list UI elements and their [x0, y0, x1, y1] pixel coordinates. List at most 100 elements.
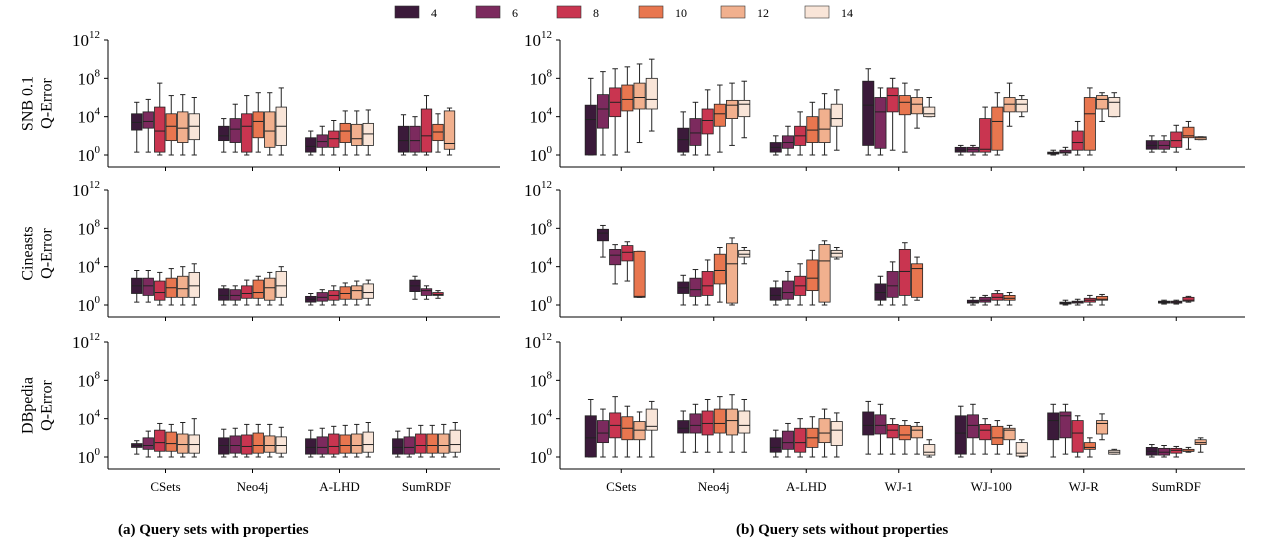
box-wj-100-6 [966, 414, 979, 439]
box-neo4j-12 [726, 408, 739, 436]
y-tick-label: 104 [78, 256, 101, 277]
box-a-lhd-12 [351, 433, 363, 454]
box-wj-1-6 [874, 414, 887, 435]
box-csets-4 [584, 104, 597, 156]
box-neo4j-4 [218, 125, 230, 142]
y-tick-label: 108 [78, 217, 101, 238]
box-csets-4 [596, 228, 609, 242]
box-a-lhd-10 [339, 122, 351, 143]
x-tick-label-a-lhd: A-LHD [319, 479, 359, 494]
box-a-lhd-4 [305, 438, 317, 455]
legend-label-6: 6 [512, 6, 518, 20]
box-a-lhd-10 [806, 259, 819, 292]
box-csets-4 [584, 415, 597, 458]
row-label-0: SNB 0.1 Q-Error [20, 76, 56, 131]
y-tick-label: 100 [530, 144, 553, 165]
box-wj-100-14 [1015, 442, 1028, 457]
box-neo4j-4 [218, 288, 230, 301]
legend-label-4: 4 [431, 6, 437, 20]
box-neo4j-8 [241, 434, 253, 455]
box-csets-6 [142, 437, 154, 450]
y-tick-label: 108 [78, 369, 101, 390]
box-sumrdf-8 [1170, 131, 1183, 148]
box-wj-1-10 [898, 424, 911, 441]
box-neo4j-12 [726, 99, 739, 119]
y-tick-label: 104 [530, 106, 553, 127]
y-tick-label: 100 [78, 446, 101, 467]
box-wj-r-10 [1083, 97, 1096, 151]
row-label-line: Cineasts [20, 226, 37, 280]
box-wj-r-8 [1071, 130, 1084, 151]
box-neo4j-6 [689, 413, 702, 434]
box-wj-r-8 [1071, 420, 1084, 453]
box-a-lhd-12 [818, 108, 831, 143]
box-a-lhd-4 [769, 437, 782, 453]
box-neo4j-8 [701, 108, 714, 135]
box-a-lhd-4 [769, 287, 782, 301]
row-label-line: Q-Error [39, 78, 56, 129]
box-wj-100-4 [954, 415, 967, 455]
box-wj-100-8 [979, 118, 992, 153]
x-tick-label-csets: CSets [150, 479, 180, 494]
box-a-lhd-12 [351, 285, 363, 300]
box-neo4j-8 [241, 113, 253, 153]
box-neo4j-10 [252, 279, 264, 299]
box-csets-8 [154, 429, 166, 452]
box-wj-100-8 [979, 424, 992, 441]
box-csets-12 [177, 111, 189, 143]
box-sumrdf-12 [443, 110, 456, 150]
box-a-lhd-14 [830, 103, 843, 127]
legend-label-10: 10 [675, 6, 687, 20]
box-neo4j-14 [738, 99, 751, 118]
box-neo4j-8 [241, 285, 253, 299]
box-wj-100-10 [991, 425, 1004, 445]
y-tick-label: 100 [530, 294, 553, 315]
box-wj-1-6 [874, 97, 887, 149]
row-label-line: Q-Error [39, 380, 56, 431]
box-csets-6 [596, 420, 609, 444]
box-a-lhd-6 [316, 436, 328, 455]
y-tick-label: 104 [78, 408, 101, 429]
box-neo4j-10 [713, 408, 726, 434]
box-wj-1-8 [886, 87, 899, 113]
y-tick-label: 108 [530, 217, 553, 238]
box-csets-12 [177, 275, 189, 298]
box-a-lhd-12 [818, 418, 831, 444]
box-csets-14 [645, 77, 658, 110]
y-tick-label: 1012 [524, 29, 552, 50]
box-neo4j-14 [275, 271, 287, 298]
box-wj-1-14 [923, 444, 936, 456]
box-csets-14 [188, 272, 200, 298]
box-csets-10 [621, 84, 634, 112]
y-tick-label: 108 [530, 67, 553, 88]
legend-swatch-6 [475, 5, 501, 19]
box-wj-r-14 [1108, 97, 1121, 118]
box-wj-r-12 [1096, 95, 1109, 110]
box-a-lhd-12 [818, 244, 831, 303]
box-csets-10 [633, 250, 646, 298]
box-csets-6 [142, 277, 154, 296]
box-neo4j-14 [738, 410, 751, 434]
box-neo4j-12 [264, 435, 276, 453]
x-tick-label-neo4j: Neo4j [237, 479, 269, 494]
box-wj-r-10 [1096, 295, 1109, 301]
box-csets-14 [645, 408, 658, 431]
box-wj-1-6 [886, 271, 899, 298]
row-label-line: DBpedia [20, 377, 37, 434]
x-tick-label-wj-100: WJ-100 [971, 479, 1012, 494]
legend-label-8: 8 [593, 6, 599, 20]
caption-panel-a: (a) Query sets with properties [118, 522, 309, 538]
box-wj-100-14 [1015, 99, 1028, 113]
box-neo4j-6 [229, 435, 241, 454]
box-sumrdf-12 [438, 433, 450, 454]
box-csets-6 [609, 249, 622, 266]
x-tick-label-a-lhd: A-LHD [786, 479, 826, 494]
y-tick-label: 108 [530, 369, 553, 390]
box-a-lhd-14 [362, 431, 374, 453]
x-tick-label-wj-r: WJ-R [1069, 479, 1100, 494]
y-tick-label: 100 [78, 144, 101, 165]
legend-label-14: 14 [841, 6, 853, 20]
y-tick-label: 100 [530, 446, 553, 467]
y-tick-label: 1012 [524, 179, 552, 200]
